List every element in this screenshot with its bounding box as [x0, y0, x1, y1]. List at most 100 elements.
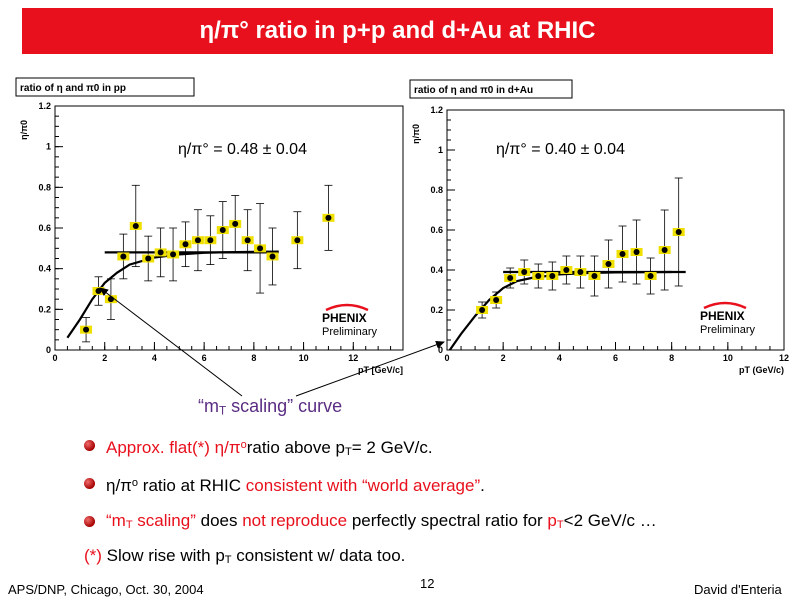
footer-page-number: 12 [420, 576, 435, 591]
bullet-text-part: = 2 GeV/c. [351, 437, 433, 457]
data-point [493, 297, 500, 303]
x-tick-label: 2 [102, 353, 107, 363]
x-tick-label: 0 [444, 353, 449, 363]
chart-pp-svg: ratio of η and π0 in pp 0 0.2 0.4 0.6 0.8 1 1.2… [15, 77, 404, 375]
x-tick-label: 6 [613, 353, 618, 363]
footer-author: David d'Enteria [694, 582, 782, 597]
bullet-text-part: scaling” [132, 511, 196, 530]
y-tick-label: 0.8 [430, 185, 443, 195]
data-point [591, 273, 598, 279]
bullet-text-part: T [345, 446, 352, 459]
y-tick-label: 0.4 [38, 264, 51, 274]
chart-dau-svg: ratio of η and π0 in d+Au 0 0.2 0.4 0.6 0.8 1 1… [409, 79, 789, 375]
preliminary-label: Preliminary [322, 326, 378, 338]
data-point [157, 249, 164, 256]
bullet-text-part: . [480, 475, 485, 495]
slide-title: η/π° ratio in p+p and d+Au at RHIC [22, 8, 773, 54]
footer-conference: APS/DNP, Chicago, Oct. 30, 2004 [8, 582, 204, 597]
bullet-icon [84, 478, 95, 489]
data-point [182, 241, 189, 248]
data-point [577, 269, 584, 275]
data-point [120, 253, 127, 260]
x-axis-label: pT [GeV/c] [358, 365, 403, 375]
panel-title: ratio of η and π0 in pp [20, 83, 126, 94]
footnote: (*) Slow rise with pT consistent w/ data… [84, 546, 405, 566]
y-tick-label: 0.8 [38, 182, 51, 192]
mt-scaling-curve-label: “mT scaling” curve [198, 396, 343, 418]
bullet-item: Approx. flat(*) η/πoratio above pT= 2 Ge… [84, 434, 784, 472]
data-point [479, 307, 486, 313]
data-point [219, 227, 226, 234]
data-point [521, 269, 528, 275]
y-tick-label: 1.2 [430, 105, 443, 115]
bullet-item: “mT scaling” does not reproduce perfectl… [84, 510, 784, 548]
bullet-list: Approx. flat(*) η/πoratio above pT= 2 Ge… [84, 434, 784, 548]
bullet-text-part: ratio at RHIC [138, 475, 246, 495]
bullet-text-part: o [131, 477, 139, 489]
panel-title: ratio of η and π0 in d+Au [414, 85, 533, 96]
chart-panel-pp: ratio of η and π0 in pp 0 0.2 0.4 0.6 0.8 1 1.2… [8, 72, 408, 382]
x-axis-label: pT (GeV/c) [739, 365, 784, 375]
x-tick-label: 0 [52, 353, 57, 363]
bullet-text-part: <2 GeV/c … [563, 511, 657, 530]
bullet-text-part: T [556, 519, 564, 532]
y-axis-label: η/π0 [19, 120, 29, 140]
bullet-text-part: not reproduce [242, 511, 348, 530]
bullet-text-part: T [125, 519, 133, 532]
bullet-text-part: perfectly spectral ratio for [347, 511, 548, 530]
data-point [507, 275, 514, 281]
footnote-text-part: Slow rise with p [101, 546, 225, 565]
data-point [294, 237, 301, 244]
data-point [207, 237, 214, 244]
data-point [145, 255, 152, 262]
data-point [170, 251, 177, 258]
bullet-icon [84, 516, 95, 527]
x-tick-label: 4 [152, 353, 157, 363]
plot-frame [446, 109, 785, 351]
y-tick-label: 1 [46, 142, 51, 152]
x-tick-label: 8 [669, 353, 674, 363]
data-point [95, 288, 102, 295]
y-tick-label: 0.2 [38, 304, 51, 314]
bullet-text-part: does [195, 511, 243, 530]
data-point [269, 253, 276, 260]
x-tick-label: 10 [299, 353, 309, 363]
x-tick-label: 2 [501, 353, 506, 363]
phenix-logo-arc [703, 301, 747, 310]
bullet-text-part: η/π [106, 475, 132, 495]
data-point [107, 296, 114, 303]
bullet-text-part: “m [106, 511, 126, 530]
x-tick-label: 12 [779, 353, 789, 363]
x-tick-label: 10 [723, 353, 733, 363]
data-point [257, 245, 264, 252]
phenix-logo-arc [325, 303, 369, 312]
preliminary-label: Preliminary [700, 324, 756, 336]
data-point [619, 251, 626, 257]
data-point [675, 229, 682, 235]
data-point [605, 261, 612, 267]
data-point [661, 247, 668, 253]
footnote-text-part: (*) [84, 546, 102, 565]
y-tick-label: 0 [438, 345, 443, 355]
panel-title-box [15, 77, 195, 97]
x-tick-label: 6 [202, 353, 207, 363]
data-point [325, 214, 332, 221]
data-point [633, 249, 640, 255]
y-tick-label: 0.4 [430, 265, 443, 275]
bullet-text-part: p [547, 511, 557, 530]
data-point [232, 220, 239, 227]
phenix-logo-text: PHENIX [700, 309, 745, 323]
data-point [194, 237, 201, 244]
x-tick-label: 8 [251, 353, 256, 363]
x-tick-label: 4 [557, 353, 562, 363]
bullet-item: η/πo ratio at RHIC consistent with “worl… [84, 472, 784, 510]
data-point [83, 326, 90, 333]
ratio-annotation: η/π° = 0.48 ± 0.04 [178, 141, 307, 158]
bullet-icon [84, 440, 95, 451]
data-point [563, 267, 570, 273]
chart-panel-dau: ratio of η and π0 in d+Au 0 0.2 0.4 0.6 0.8 1 1… [402, 72, 798, 382]
y-axis-label: η/π0 [411, 124, 421, 144]
y-tick-label: 0.6 [38, 223, 51, 233]
bullet-text-part: ratio above p [246, 437, 346, 457]
y-tick-label: 0 [46, 345, 51, 355]
